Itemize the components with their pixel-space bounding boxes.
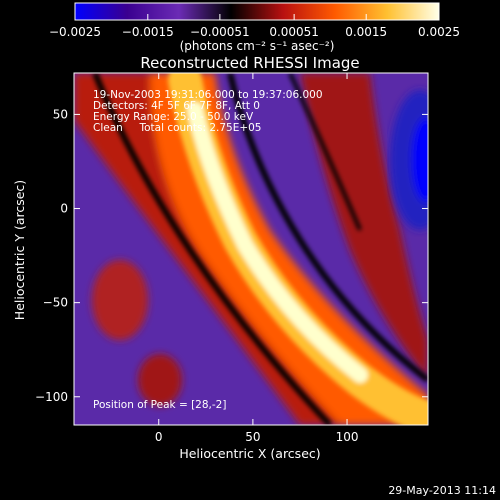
x-tick-label: 0	[155, 430, 163, 444]
plot-frame	[73, 72, 429, 426]
x-axis-title: Heliocentric X (arcsec)	[179, 446, 320, 461]
info-annotation-line: Energy Range: 25.0 - 50.0 keV	[93, 111, 254, 123]
heatmap-image	[74, 73, 428, 425]
y-tick-label: −100	[35, 390, 68, 404]
y-axis-title: Heliocentric Y (arcsec)	[12, 180, 27, 320]
heatmap-right-patch	[300, 73, 428, 380]
colorbar-tick-label: −0.0015	[122, 25, 174, 39]
y-axis-ticks: 50 0 −50 −100	[35, 107, 428, 404]
x-axis-ticks: 0 50 100	[155, 73, 359, 444]
heatmap-ridge-core	[187, 102, 368, 383]
x-tick-label: 50	[245, 430, 260, 444]
heatmap-dark-band-2	[227, 73, 428, 383]
y-tick-label: 50	[53, 107, 68, 121]
x-tick-label: 100	[336, 430, 359, 444]
colorbar-tick-label: 0.0025	[418, 25, 460, 39]
colorbar-tick-label: 0.0015	[345, 25, 387, 39]
info-annotation-line: 19-Nov-2003 19:31:06.000 to 19:37:06.000	[93, 89, 323, 101]
colorbar-frame	[74, 2, 440, 21]
heatmap-dark-band-3	[288, 73, 362, 231]
info-annotation-line: Clean Total counts: 2.75E+05	[93, 122, 262, 134]
colorbar-bar	[75, 3, 439, 20]
peak-position-label: Position of Peak = [28,-2]	[93, 399, 226, 411]
colorbar-tick-label: −0.00051	[190, 25, 250, 39]
heatmap-dark-band-1	[92, 73, 333, 425]
colorbar-ticks: −0.0025 −0.0015 −0.00051 0.00051 0.0015 0.002…	[49, 14, 460, 39]
colorbar-unit-label: (photons cm⁻² s⁻¹ asec⁻²)	[180, 39, 335, 53]
heatmap-lower-left-patch	[138, 354, 182, 406]
colorbar-tick-label: −0.0025	[49, 25, 101, 39]
colorbar: −0.0025 −0.0015 −0.00051 0.00051 0.0015 0.002…	[49, 2, 460, 53]
colorbar-tick-label: 0.00051	[269, 25, 319, 39]
info-annotation-line: Detectors: 4F 5F 6F 7F 8F, Att 0	[93, 100, 260, 112]
heatmap-left-patch	[92, 260, 148, 340]
y-tick-label: 0	[60, 202, 68, 216]
y-tick-label: −50	[43, 296, 68, 310]
plot-title: Reconstructed RHESSI Image	[140, 54, 359, 72]
footer-timestamp: 29-May-2013 11:14	[388, 484, 496, 497]
heatmap-negative-core	[412, 118, 428, 202]
info-annotations: 19-Nov-2003 19:31:06.000 to 19:37:06.000…	[93, 89, 323, 134]
